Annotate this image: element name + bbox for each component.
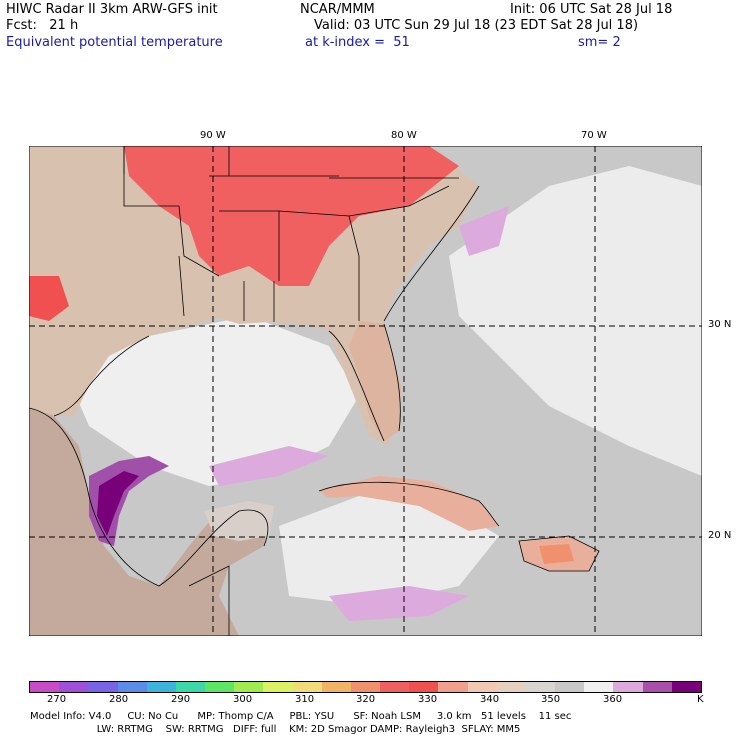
colorbar-swatch bbox=[59, 682, 89, 692]
colorbar-swatch bbox=[525, 682, 556, 692]
texas-warm-region bbox=[29, 276, 69, 321]
level-label: at k-index = 51 bbox=[305, 35, 410, 50]
colorbar-swatch bbox=[467, 682, 497, 692]
theta-e-map bbox=[29, 146, 702, 636]
lavender-band-1 bbox=[209, 446, 329, 486]
colorbar-swatch bbox=[671, 682, 701, 692]
colorbar-swatch bbox=[555, 682, 585, 692]
colorbar-swatch bbox=[438, 682, 468, 692]
graticule bbox=[29, 146, 702, 636]
colorbar-label: 340 bbox=[480, 694, 500, 705]
colorbar-swatch bbox=[146, 682, 176, 692]
valid-time: Valid: 03 UTC Sun 29 Jul 18 (23 EDT Sat … bbox=[314, 18, 639, 33]
mexico-land bbox=[29, 408, 269, 636]
colorbar-label: 310 bbox=[295, 694, 315, 705]
colorbar-swatch bbox=[88, 682, 118, 692]
lat-label-20n: 20 N bbox=[708, 530, 732, 541]
gulf-pale-region bbox=[59, 316, 359, 486]
lavender-band-3 bbox=[459, 206, 509, 256]
lon-label-80w: 80 W bbox=[391, 130, 417, 141]
colorbar-swatch bbox=[292, 682, 322, 692]
colorbar-unit: K bbox=[697, 694, 704, 705]
colorbar-swatch bbox=[642, 682, 672, 692]
colorbar-label: 280 bbox=[109, 694, 129, 705]
caribbean-pale-region bbox=[279, 496, 499, 606]
field-name: Equivalent potential temperature bbox=[6, 35, 223, 50]
cuba-land bbox=[319, 476, 499, 531]
colorbar-swatch bbox=[117, 682, 147, 692]
colorbar-swatch bbox=[175, 682, 206, 692]
colorbar-swatch bbox=[321, 682, 351, 692]
southeast-warm-region bbox=[124, 146, 459, 286]
lon-label-90w: 90 W bbox=[200, 130, 226, 141]
colorbar-label: 290 bbox=[171, 694, 191, 705]
colorbar-label: 330 bbox=[418, 694, 438, 705]
init-time: Init: 06 UTC Sat 28 Jul 18 bbox=[510, 2, 673, 17]
atlantic-pale-region bbox=[449, 166, 702, 476]
purple-plume-core bbox=[97, 471, 139, 536]
colorbar-swatch bbox=[496, 682, 526, 692]
model-info-line1: Model Info: V4.0 CU: No Cu MP: Thomp C/A… bbox=[30, 711, 572, 722]
colorbar-swatch bbox=[205, 682, 235, 692]
colorbar-swatch bbox=[350, 682, 381, 692]
colorbar-label: 320 bbox=[356, 694, 376, 705]
colorbar-swatch bbox=[409, 682, 439, 692]
florida-land bbox=[349, 321, 401, 441]
colorbar-label: 350 bbox=[541, 694, 561, 705]
colorbar-label: 360 bbox=[603, 694, 623, 705]
colorbar-swatch bbox=[613, 682, 643, 692]
colorbar-swatch bbox=[380, 682, 410, 692]
model-info-line2: LW: RRTMG SW: RRTMG DIFF: full KM: 2D Sm… bbox=[30, 724, 521, 735]
colorbar-label: 300 bbox=[233, 694, 253, 705]
colorbar bbox=[29, 681, 702, 693]
smoothing-label: sm= 2 bbox=[578, 35, 621, 50]
agency-label: NCAR/MMM bbox=[300, 2, 375, 17]
colorbar-swatch bbox=[263, 682, 293, 692]
lavender-band-2 bbox=[329, 586, 469, 621]
colorbar-swatch bbox=[234, 682, 264, 692]
forecast-hour: Fcst: 21 h bbox=[6, 18, 79, 33]
lon-label-70w: 70 W bbox=[581, 130, 607, 141]
model-title: HIWC Radar II 3km ARW-GFS init bbox=[6, 2, 218, 17]
hispaniola-warm bbox=[539, 544, 574, 564]
colorbar-swatch bbox=[30, 682, 60, 692]
colorbar-label: 270 bbox=[47, 694, 67, 705]
lat-label-30n: 30 N bbox=[708, 319, 732, 330]
colorbar-swatch bbox=[584, 682, 614, 692]
boundary-lines bbox=[29, 146, 600, 636]
